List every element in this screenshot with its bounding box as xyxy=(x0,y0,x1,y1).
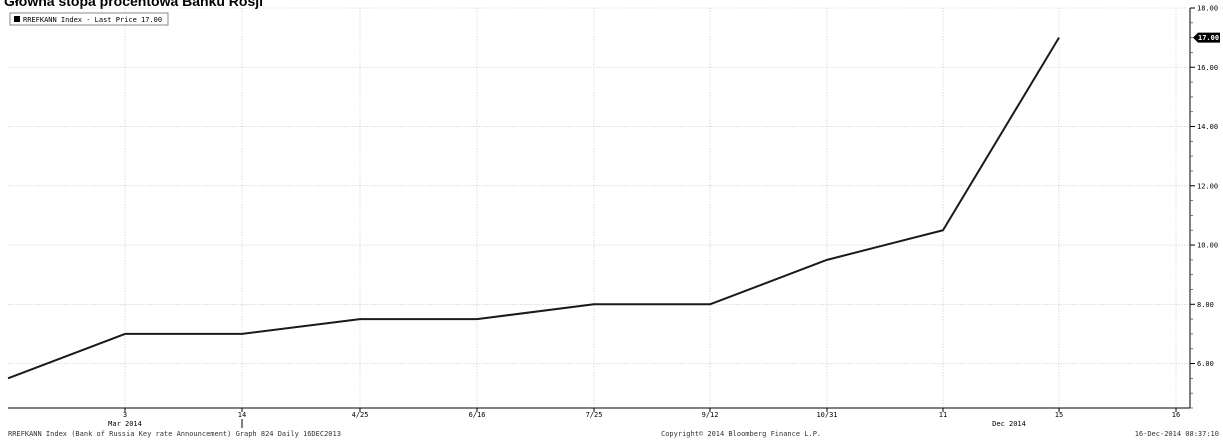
x-tick-label: 16 xyxy=(1172,411,1180,419)
y-tick-label: 10.00 xyxy=(1197,242,1218,250)
x-tick-label: 15 xyxy=(1055,411,1063,419)
x-tick-label: 9/12 xyxy=(702,411,719,419)
grid xyxy=(8,7,1190,408)
footer-timestamp: 16-Dec-2014 08:37:10 xyxy=(1134,430,1219,438)
legend-label: RREFKANN Index - Last Price 17.00 xyxy=(23,16,162,24)
footer-copyright: Copyright© 2014 Bloomberg Finance L.P. xyxy=(661,430,822,438)
last-price-label: 17.00 xyxy=(1198,34,1219,42)
legend-box xyxy=(9,12,169,26)
y-tick-label: 6.00 xyxy=(1197,360,1214,368)
x-tick-label: 7/25 xyxy=(586,411,603,419)
footer-left-text: RREFKANN Index (Bank of Russia Key rate … xyxy=(8,430,341,438)
x-sublabel: Mar 2014 xyxy=(108,420,142,428)
y-ticks: 6.00 8.00 10.00 12.00 14.00 16.00 18.00 xyxy=(1190,5,1218,409)
y-tick-label: 16.00 xyxy=(1197,64,1218,72)
x-tick-label: 3 xyxy=(123,411,127,419)
x-tick-label: 4/25 xyxy=(352,411,369,419)
x-tick-label: 14 xyxy=(238,411,246,419)
x-tick-label: 6/16 xyxy=(469,411,486,419)
y-tick-label: 18.00 xyxy=(1197,5,1218,13)
y-tick-label: 8.00 xyxy=(1197,301,1214,309)
chart-title: Główna stopa procentowa Banku Rosji xyxy=(4,0,264,9)
legend: RREFKANN Index - Last Price 17.00 xyxy=(9,12,169,26)
x-ticks: 3 14 4/25 6/16 7/25 9/12 10/31 11 15 16 Mar 2014 De… xyxy=(108,408,1180,428)
x-tick-label: 11 xyxy=(939,411,947,419)
y-tick-label: 12.00 xyxy=(1197,182,1218,190)
x-tick-label: 10/31 xyxy=(816,411,837,419)
last-price-tag-group: 17.00 xyxy=(1193,32,1220,43)
y-tick-label: 14.00 xyxy=(1197,123,1218,131)
axes xyxy=(8,8,1191,409)
x-sublabel: Dec 2014 xyxy=(992,420,1026,428)
series xyxy=(7,37,1060,380)
last-price-tag xyxy=(1193,32,1220,43)
legend-swatch xyxy=(14,16,20,22)
series-line xyxy=(7,37,1060,380)
